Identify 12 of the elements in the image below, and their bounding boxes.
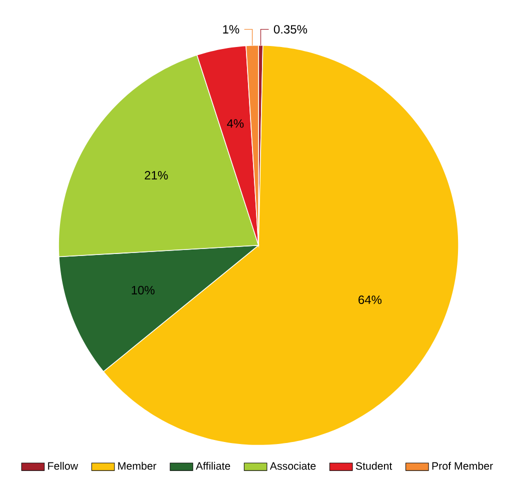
data-label: 64% <box>358 296 382 304</box>
data-label: 21% <box>144 171 168 180</box>
data-label: 10% <box>132 286 155 294</box>
legend-label: Affiliate <box>196 462 230 470</box>
data-label: 4% <box>226 119 244 128</box>
legend-label: Associate <box>270 462 316 470</box>
legend-label: Member <box>118 462 156 470</box>
legend-label: Student <box>356 462 392 470</box>
data-label: 1% <box>223 25 240 34</box>
data-label: 0.35% <box>274 25 308 34</box>
legend-label: Fellow <box>48 462 78 470</box>
legend-label: Prof Member <box>432 462 493 470</box>
